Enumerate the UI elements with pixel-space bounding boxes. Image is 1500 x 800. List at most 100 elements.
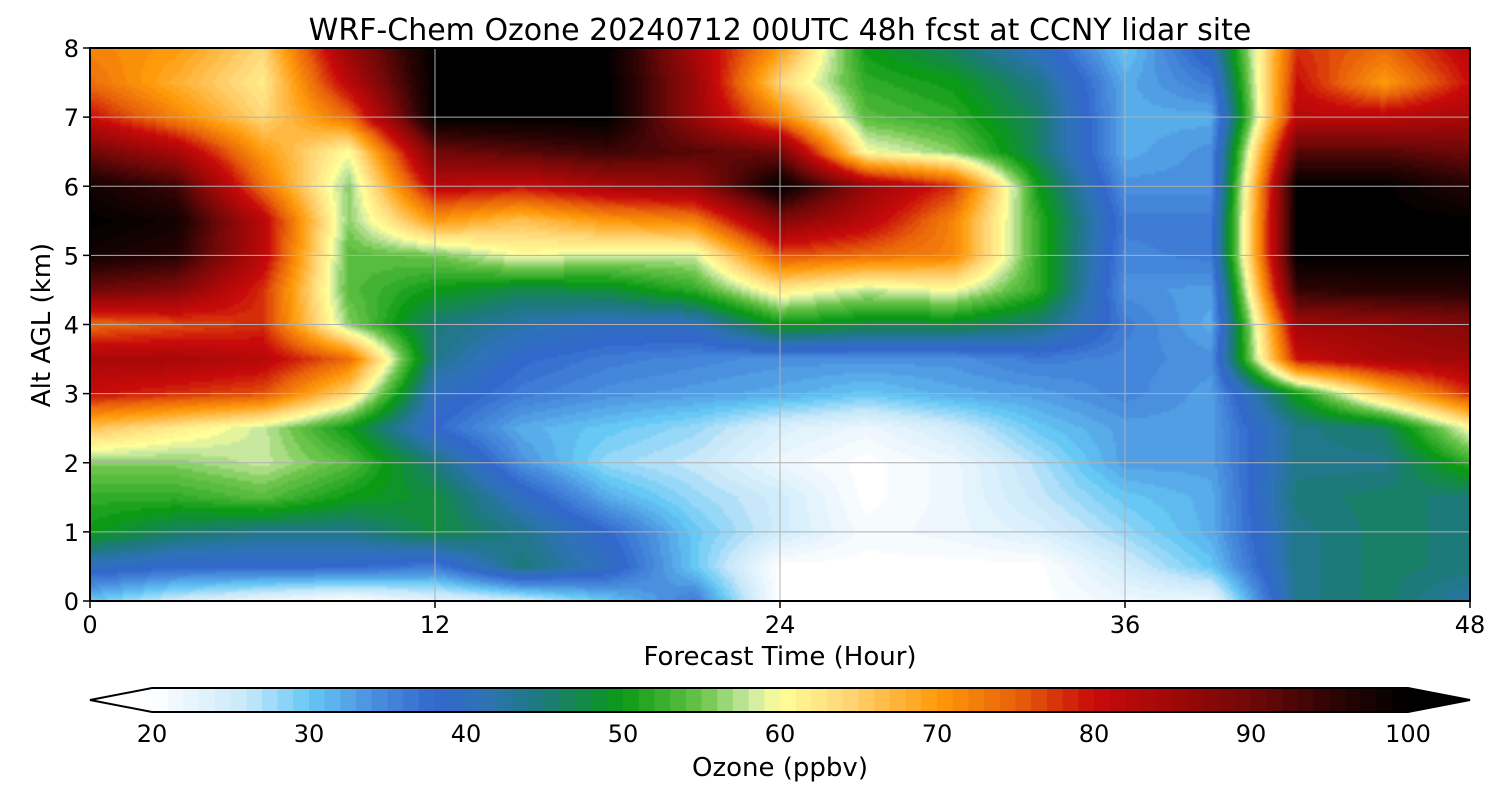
y-axis-label: Alt AGL (km): [27, 243, 57, 407]
x-tick-label: 0: [82, 611, 97, 639]
colorbar-swatch: [418, 688, 436, 712]
colorbar-swatch: [780, 688, 797, 712]
colorbar-swatch: [1031, 688, 1048, 712]
colorbar-swatch: [764, 688, 781, 712]
colorbar-swatch: [481, 688, 498, 712]
colorbar-label: Ozone (ppbv): [692, 753, 868, 783]
colorbar-swatch: [466, 688, 483, 712]
x-axis-ticks: 0 12 24 36 48: [82, 601, 1485, 639]
colorbar-swatch: [1015, 688, 1032, 712]
colorbar-swatches: [152, 688, 1409, 712]
colorbar-swatch: [324, 688, 341, 712]
x-tick-label: 48: [1455, 611, 1486, 639]
colorbar-swatch: [1360, 688, 1378, 712]
x-tick-label: 36: [1110, 611, 1141, 639]
y-tick-label: 1: [64, 519, 79, 547]
colorbar-swatch: [1156, 688, 1174, 712]
colorbar-swatch: [1313, 688, 1331, 712]
x-tick-label: 24: [765, 611, 796, 639]
y-tick-label: 4: [64, 312, 79, 340]
colorbar-swatch: [497, 688, 514, 712]
colorbar-swatch: [1345, 688, 1362, 712]
colorbar-swatch: [654, 688, 671, 712]
colorbar-swatch: [1062, 688, 1079, 712]
colorbar-swatch: [952, 688, 969, 712]
colorbar-swatch: [1203, 688, 1221, 712]
colorbar-swatch: [403, 688, 420, 712]
colorbar-swatch: [874, 688, 891, 712]
colorbar-tick-label: 40: [451, 720, 482, 748]
colorbar-swatch: [889, 688, 907, 712]
x-tick-label: 12: [420, 611, 451, 639]
colorbar-tick-label: 70: [922, 720, 953, 748]
plot-area: [89, 47, 1471, 602]
colorbar-swatch: [1109, 688, 1126, 712]
y-tick-label: 8: [64, 35, 79, 63]
colorbar-swatch: [560, 688, 577, 712]
colorbar-swatch: [795, 688, 812, 712]
colorbar-swatch: [1125, 688, 1142, 712]
colorbar-swatch: [1235, 688, 1252, 712]
colorbar-tick-label: 60: [765, 720, 796, 748]
colorbar-swatch: [968, 688, 985, 712]
colorbar-swatch: [575, 688, 593, 712]
colorbar-swatch: [1376, 688, 1393, 712]
colorbar-swatch: [340, 688, 357, 712]
colorbar-swatch: [230, 688, 247, 712]
colorbar-swatch: [591, 688, 608, 712]
colorbar-swatch: [167, 688, 184, 712]
colorbar-swatch: [1392, 688, 1409, 712]
colorbar-swatch: [670, 688, 687, 712]
colorbar-swatch: [827, 688, 844, 712]
colorbar-swatch: [732, 688, 750, 712]
colorbar-swatch: [1188, 688, 1205, 712]
chart-title: WRF-Chem Ozone 20240712 00UTC 48h fcst a…: [309, 13, 1252, 48]
colorbar-swatch: [528, 688, 546, 712]
colorbar-swatch: [921, 688, 938, 712]
colorbar-swatch: [1078, 688, 1095, 712]
colorbar-swatch: [1251, 688, 1268, 712]
colorbar-swatch: [309, 688, 326, 712]
colorbar-swatch: [1282, 688, 1299, 712]
colorbar-swatch: [152, 688, 169, 712]
colorbar-swatch: [246, 688, 263, 712]
colorbar-swatch: [638, 688, 655, 712]
colorbar-swatch: [1329, 688, 1346, 712]
colorbar-swatch: [623, 688, 640, 712]
colorbar: 20 30 40 50 60 70 80 90 100: [89, 687, 1471, 748]
y-tick-label: 3: [64, 381, 79, 409]
colorbar-tick-label: 90: [1236, 720, 1267, 748]
x-axis-label: Forecast Time (Hour): [643, 642, 916, 672]
colorbar-tick-label: 20: [137, 720, 168, 748]
colorbar-swatch: [984, 688, 1001, 712]
colorbar-extend-high: [1408, 688, 1470, 712]
y-tick-label: 0: [64, 588, 79, 616]
colorbar-swatch: [811, 688, 828, 712]
colorbar-swatch: [858, 688, 875, 712]
colorbar-swatch: [214, 688, 232, 712]
colorbar-swatch: [544, 688, 561, 712]
colorbar-swatch: [199, 688, 216, 712]
colorbar-swatch: [701, 688, 718, 712]
colorbar-tick-label: 80: [1079, 720, 1110, 748]
colorbar-swatch: [356, 688, 373, 712]
colorbar-swatch: [261, 688, 279, 712]
colorbar-swatch: [607, 688, 624, 712]
colorbar-swatch: [387, 688, 404, 712]
colorbar-swatch: [1298, 688, 1315, 712]
colorbar-swatch: [1141, 688, 1158, 712]
colorbar-swatch: [1266, 688, 1283, 712]
colorbar-swatch: [371, 688, 389, 712]
colorbar-tick-label: 100: [1385, 720, 1431, 748]
colorbar-tick-label: 50: [608, 720, 639, 748]
colorbar-frame: [89, 687, 1471, 713]
colorbar-swatch: [1172, 688, 1189, 712]
colorbar-swatch: [293, 688, 310, 712]
colorbar-swatch: [717, 688, 734, 712]
y-tick-label: 5: [64, 242, 79, 270]
y-axis-ticks: 0 1 2 3 4 5 6 7 8: [64, 35, 90, 616]
y-tick-label: 7: [64, 104, 79, 132]
colorbar-swatch: [748, 688, 765, 712]
y-tick-label: 2: [64, 450, 79, 478]
